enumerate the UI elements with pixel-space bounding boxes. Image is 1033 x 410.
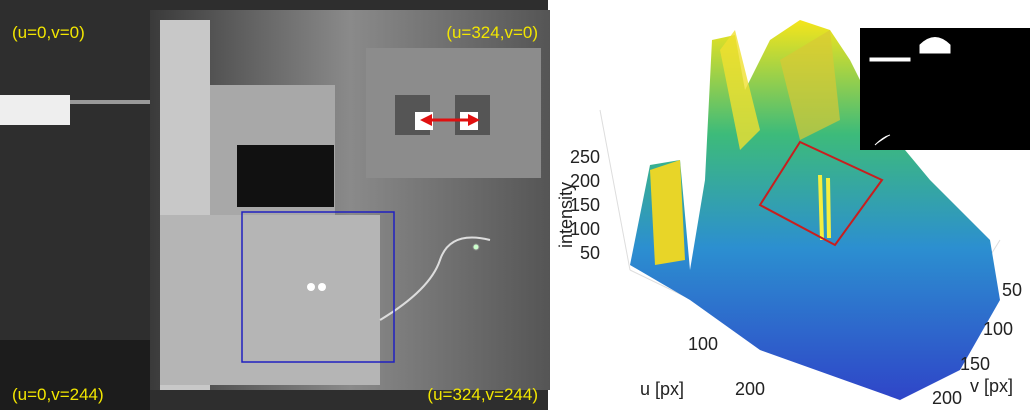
corner-label: (u=324,v=0) bbox=[446, 23, 538, 42]
corner-label: (u=324,v=244) bbox=[427, 385, 538, 404]
v-tick-label: 200 bbox=[932, 388, 962, 408]
figure: (u=0,v=0) (u=324,v=0) (u=0,v=244) (u=324… bbox=[0, 0, 1033, 410]
u-tick-label: 100 bbox=[688, 334, 718, 354]
v-tick-label: 100 bbox=[983, 319, 1013, 339]
u-tick-label: 200 bbox=[735, 379, 765, 399]
u-axis-label: u [px] bbox=[640, 379, 684, 399]
z-axis-label: intensity bbox=[556, 182, 576, 248]
v-tick-label: 150 bbox=[960, 354, 990, 374]
corner-label: (u=0,v=0) bbox=[12, 23, 85, 42]
v-axis-label: v [px] bbox=[970, 376, 1013, 396]
z-tick-label: 250 bbox=[570, 147, 600, 167]
z-tick-label: 50 bbox=[580, 243, 600, 263]
camera-image: (u=0,v=0) (u=324,v=0) (u=0,v=244) (u=324… bbox=[0, 0, 550, 410]
v-tick-label: 50 bbox=[1002, 280, 1022, 300]
surface-plot: 250 200 150 100 50 intensity 100 200 u [… bbox=[550, 0, 1033, 410]
corner-label: (u=0,v=244) bbox=[12, 385, 104, 404]
